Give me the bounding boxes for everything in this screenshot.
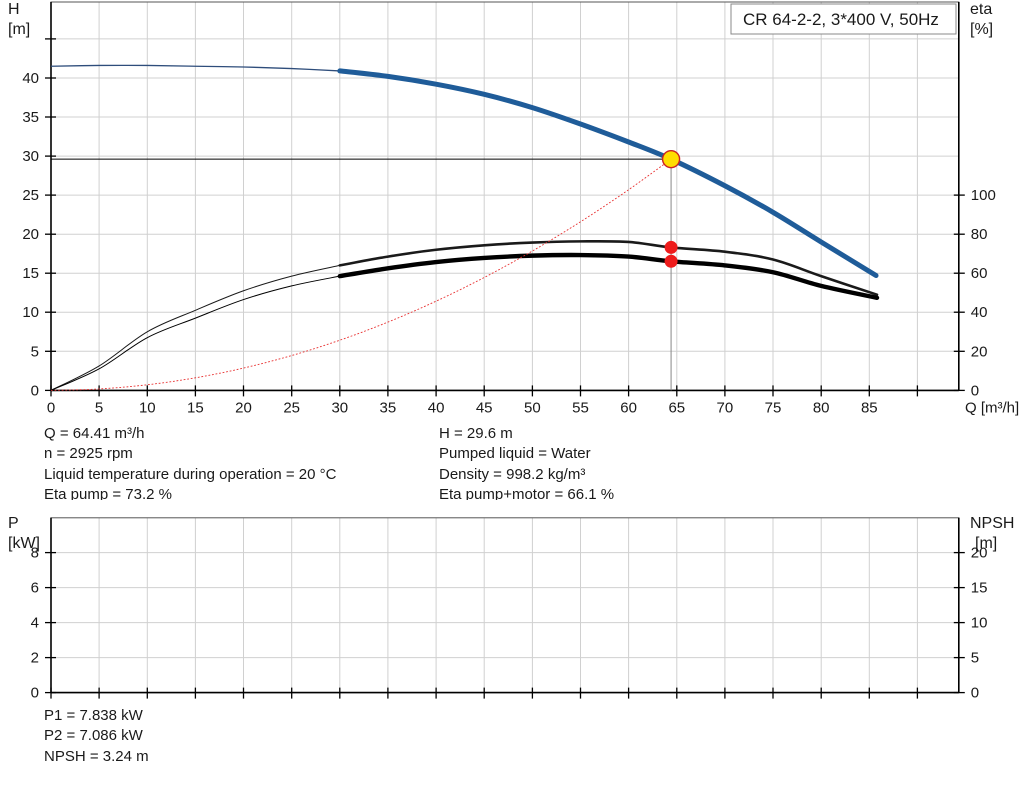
svg-text:[%]: [%]	[970, 21, 993, 38]
svg-text:60: 60	[620, 399, 637, 416]
svg-text:35: 35	[22, 109, 39, 126]
svg-text:0: 0	[971, 382, 979, 399]
svg-text:20: 20	[971, 343, 988, 360]
svg-text:10: 10	[139, 399, 156, 416]
svg-text:[kW]: [kW]	[8, 535, 40, 552]
svg-text:100: 100	[971, 187, 996, 204]
svg-text:50: 50	[524, 399, 541, 416]
svg-text:30: 30	[331, 399, 348, 416]
svg-text:[m]: [m]	[975, 535, 997, 552]
svg-text:80: 80	[971, 226, 988, 243]
svg-text:H: H	[8, 1, 20, 18]
svg-text:0: 0	[31, 685, 39, 702]
svg-text:[m]: [m]	[8, 21, 30, 38]
svg-text:0: 0	[47, 399, 55, 416]
svg-text:P: P	[8, 515, 19, 532]
svg-text:10: 10	[22, 304, 39, 321]
svg-text:80: 80	[813, 399, 830, 416]
svg-text:5: 5	[31, 343, 39, 360]
svg-text:NPSH: NPSH	[970, 515, 1014, 532]
svg-text:70: 70	[717, 399, 734, 416]
svg-text:40: 40	[428, 399, 445, 416]
svg-text:15: 15	[187, 399, 204, 416]
svg-text:25: 25	[283, 399, 300, 416]
svg-text:55: 55	[572, 399, 589, 416]
svg-text:Q [m³/h]: Q [m³/h]	[965, 399, 1019, 416]
svg-text:5: 5	[971, 650, 979, 667]
svg-text:30: 30	[22, 148, 39, 165]
svg-text:40: 40	[22, 70, 39, 87]
svg-text:4: 4	[31, 615, 39, 632]
svg-text:20: 20	[22, 226, 39, 243]
svg-text:10: 10	[971, 615, 988, 632]
svg-text:35: 35	[380, 399, 397, 416]
svg-text:5: 5	[95, 399, 103, 416]
svg-text:2: 2	[31, 650, 39, 667]
svg-text:20: 20	[235, 399, 252, 416]
svg-text:CR 64-2-2, 3*400 V, 50Hz: CR 64-2-2, 3*400 V, 50Hz	[743, 10, 939, 29]
svg-text:0: 0	[31, 382, 39, 399]
svg-text:eta: eta	[970, 1, 992, 18]
svg-text:15: 15	[971, 580, 988, 597]
svg-text:60: 60	[971, 265, 988, 282]
svg-text:25: 25	[22, 187, 39, 204]
svg-text:40: 40	[971, 304, 988, 321]
svg-text:6: 6	[31, 580, 39, 597]
svg-text:85: 85	[861, 399, 878, 416]
svg-text:45: 45	[476, 399, 493, 416]
svg-text:15: 15	[22, 265, 39, 282]
svg-text:65: 65	[668, 399, 685, 416]
svg-text:0: 0	[971, 685, 979, 702]
svg-text:75: 75	[765, 399, 782, 416]
